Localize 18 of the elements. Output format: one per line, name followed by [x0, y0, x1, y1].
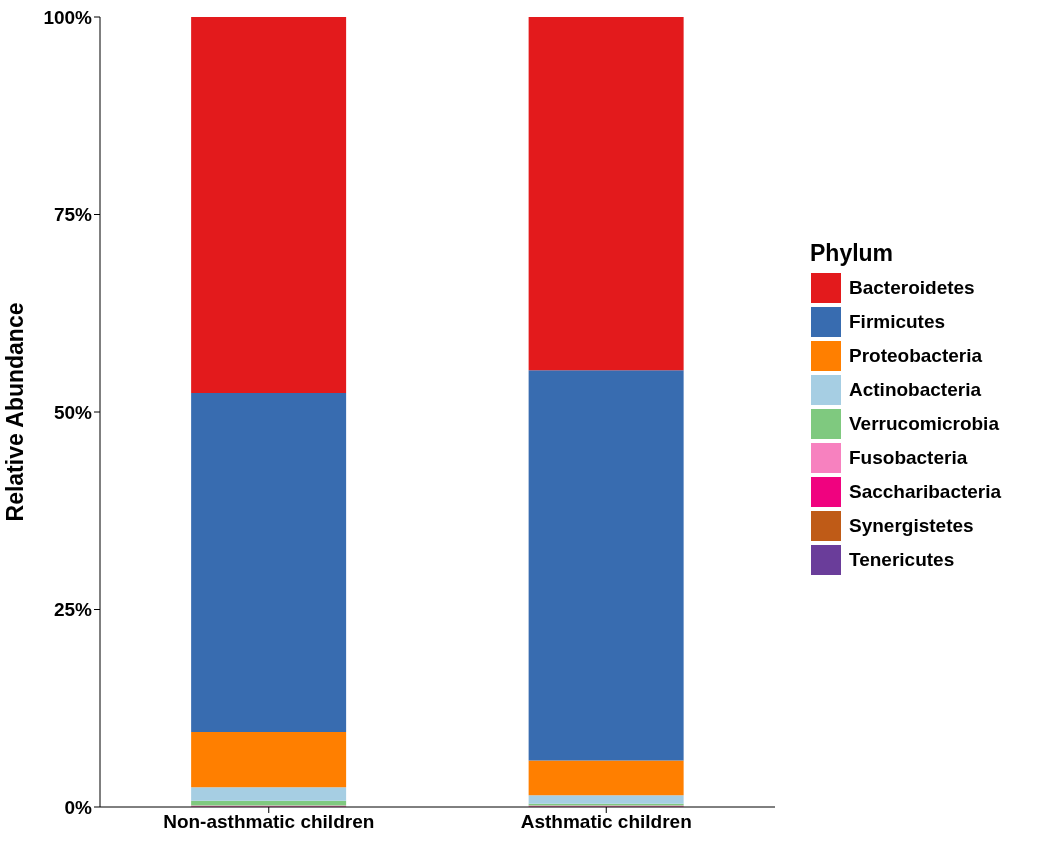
legend-label: Proteobacteria — [849, 345, 983, 367]
y-tick-label: 100% — [43, 6, 93, 28]
legend-label: Saccharibacteria — [849, 481, 1002, 503]
y-tick-label: 75% — [53, 204, 93, 226]
y-axis-title: Relative Abundance — [2, 302, 29, 522]
x-tick-label: Non-asthmatic children — [163, 811, 375, 833]
y-tick-label: 0% — [64, 796, 93, 818]
legend-label: Verrucomicrobia — [849, 413, 999, 435]
y-tick-label: 25% — [53, 599, 93, 621]
legend-label: Actinobacteria — [849, 379, 981, 401]
legend-label: Fusobacteria — [849, 447, 968, 469]
legend-title: Phylum — [810, 240, 895, 267]
legend-label: Bacteroidetes — [849, 277, 975, 299]
y-tick-label: 50% — [53, 401, 93, 423]
legend-label: Tenericutes — [849, 549, 955, 571]
x-tick-label: Asthmatic children — [520, 811, 692, 833]
legend-label: Synergistetes — [849, 515, 974, 537]
legend-label: Firmicutes — [849, 311, 946, 333]
